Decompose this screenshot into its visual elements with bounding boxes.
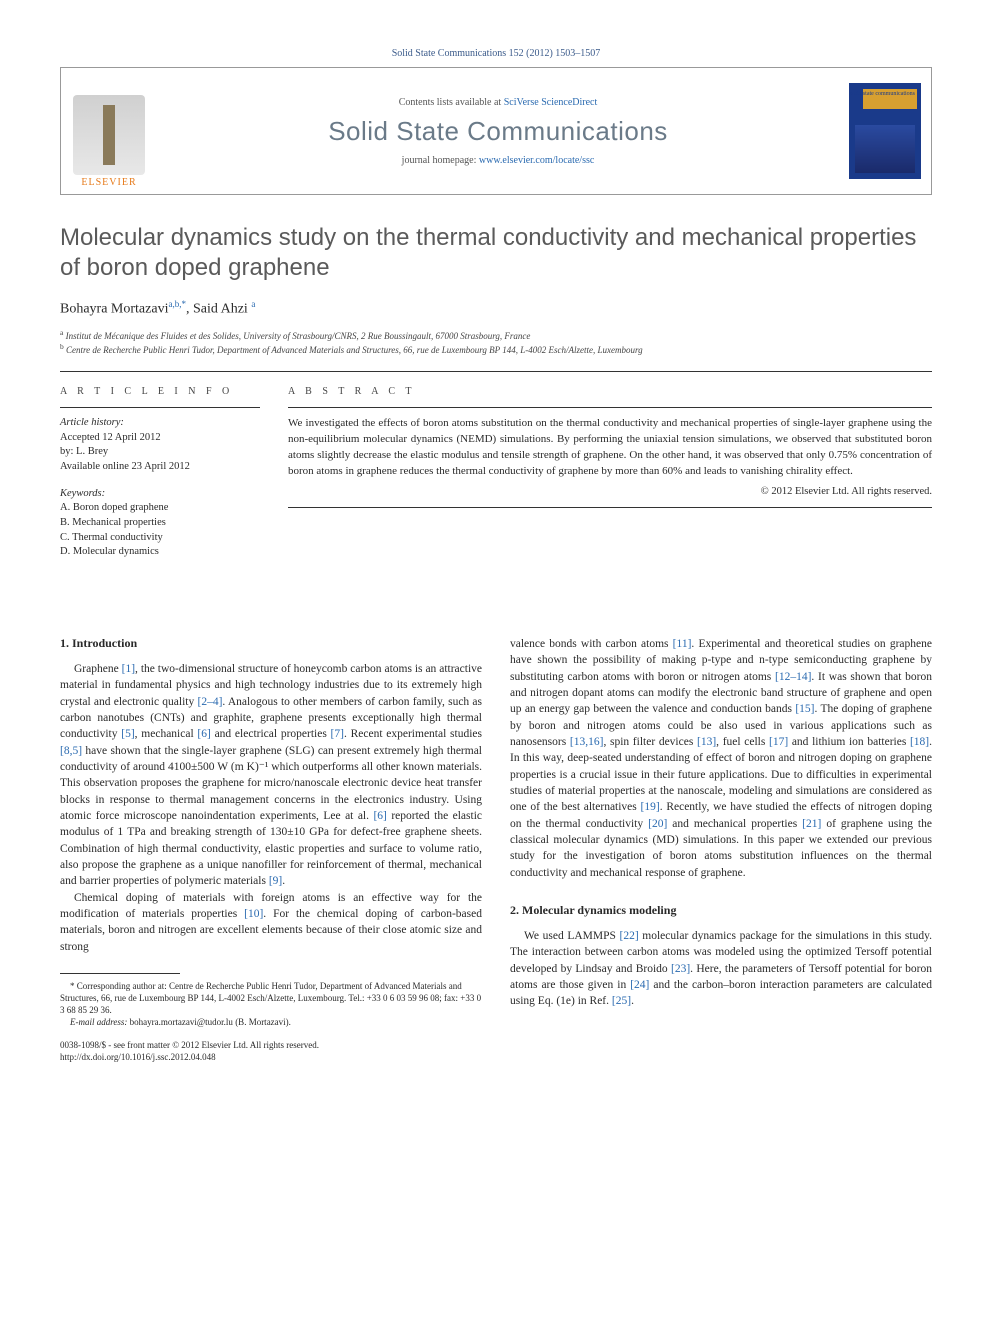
abstract-copyright: © 2012 Elsevier Ltd. All rights reserved… — [288, 486, 932, 497]
article-history: Article history: Accepted 12 April 2012 … — [60, 416, 260, 475]
homepage-line: journal homepage: www.elsevier.com/locat… — [402, 155, 595, 166]
homepage-prefix: journal homepage: — [402, 155, 479, 166]
abstract-rule — [288, 407, 932, 408]
doi-block: 0038-1098/$ - see front matter © 2012 El… — [60, 1039, 482, 1063]
doi-link[interactable]: http://dx.doi.org/10.1016/j.ssc.2012.04.… — [60, 1052, 216, 1062]
article-info-column: A R T I C L E I N F O Article history: A… — [60, 386, 260, 572]
elsevier-tree-icon — [73, 95, 145, 175]
publisher-name: ELSEVIER — [81, 177, 136, 188]
history-line-3: Available online 23 April 2012 — [60, 460, 260, 475]
sec1-para-3: valence bonds with carbon atoms [11]. Ex… — [510, 636, 932, 881]
corresponding-footnote: * Corresponding author at: Centre de Rec… — [60, 980, 482, 1016]
abstract-heading: A B S T R A C T — [288, 386, 932, 397]
masthead-center: Contents lists available at SciVerse Sci… — [157, 68, 839, 194]
email-footnote: E-mail address: bohayra.mortazavi@tudor.… — [60, 1016, 482, 1028]
sec1-para-1: Graphene [1], the two-dimensional struct… — [60, 661, 482, 890]
masthead: ELSEVIER Contents lists available at Sci… — [60, 67, 932, 195]
affiliation-a: a Institut de Mécanique des Fluides et d… — [60, 328, 932, 343]
journal-name: Solid State Communications — [328, 116, 668, 147]
running-citation: Solid State Communications 152 (2012) 15… — [60, 48, 932, 59]
contents-line: Contents lists available at SciVerse Sci… — [399, 97, 598, 108]
abstract-column: A B S T R A C T We investigated the effe… — [288, 386, 932, 572]
right-column: valence bonds with carbon atoms [11]. Ex… — [510, 636, 932, 1063]
keyword-a: A. Boron doped graphene — [60, 501, 260, 516]
left-column: 1. Introduction Graphene [1], the two-di… — [60, 636, 482, 1063]
body-columns: 1. Introduction Graphene [1], the two-di… — [60, 636, 932, 1063]
homepage-link[interactable]: www.elsevier.com/locate/ssc — [479, 155, 594, 166]
affiliation-b: b Centre de Recherche Public Henri Tudor… — [60, 342, 932, 357]
keyword-c: C. Thermal conductivity — [60, 531, 260, 546]
article-info-heading: A R T I C L E I N F O — [60, 386, 260, 397]
issn-line: 0038-1098/$ - see front matter © 2012 El… — [60, 1039, 482, 1051]
keyword-d: D. Molecular dynamics — [60, 545, 260, 560]
email-who: (B. Mortazavi). — [233, 1017, 291, 1027]
authors-line: Bohayra Mortazavia,b,*, Said Ahzi a — [60, 299, 932, 318]
info-abstract-row: A R T I C L E I N F O Article history: A… — [60, 372, 932, 590]
section-2-heading: 2. Molecular dynamics modeling — [510, 903, 932, 918]
email-label: E-mail address: — [70, 1017, 130, 1027]
cover-thumb-block: solid state communications — [839, 68, 931, 194]
keywords-block: Keywords: A. Boron doped graphene B. Mec… — [60, 487, 260, 560]
journal-cover-thumbnail: solid state communications — [849, 83, 921, 179]
keyword-b: B. Mechanical properties — [60, 516, 260, 531]
footnote-rule — [60, 973, 180, 974]
abstract-text: We investigated the effects of boron ato… — [288, 416, 932, 480]
info-rule — [60, 407, 260, 408]
author-sep: , — [186, 302, 193, 317]
history-line-1: Accepted 12 April 2012 — [60, 431, 260, 446]
cover-label: solid state communications — [850, 91, 915, 97]
section-1-heading: 1. Introduction — [60, 636, 482, 651]
author-email-link[interactable]: bohayra.mortazavi@tudor.lu — [130, 1017, 233, 1027]
sciencedirect-link[interactable]: SciVerse ScienceDirect — [504, 97, 598, 108]
publisher-logo-block: ELSEVIER — [61, 68, 157, 194]
sec2-para-1: We used LAMMPS [22] molecular dynamics p… — [510, 928, 932, 1010]
contents-prefix: Contents lists available at — [399, 97, 504, 108]
author-2-sup: a — [251, 299, 255, 309]
affiliations: a Institut de Mécanique des Fluides et d… — [60, 328, 932, 357]
history-label: Article history: — [60, 416, 260, 431]
article-title: Molecular dynamics study on the thermal … — [60, 223, 932, 283]
page: Solid State Communications 152 (2012) 15… — [0, 0, 992, 1103]
author-2: Said Ahzi — [193, 302, 248, 317]
author-1: Bohayra Mortazavi — [60, 302, 168, 317]
sec1-para-2: Chemical doping of materials with foreig… — [60, 890, 482, 955]
history-line-2: by: L. Brey — [60, 445, 260, 460]
keywords-label: Keywords: — [60, 487, 260, 502]
abstract-bottom-rule — [288, 507, 932, 508]
author-1-sup: a,b,* — [168, 299, 186, 309]
